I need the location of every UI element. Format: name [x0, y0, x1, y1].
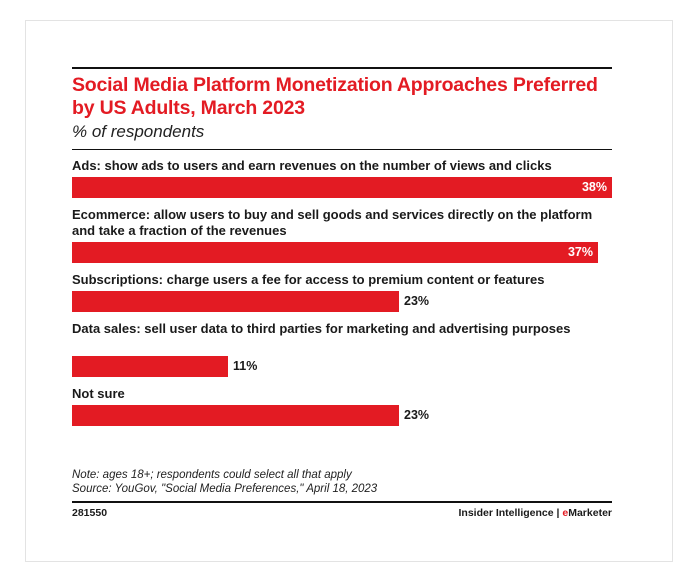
brand-suffix: Marketer	[568, 507, 612, 519]
category-label: Ads: show ads to users and earn revenues…	[72, 158, 552, 173]
chart-notes: Note: ages 18+; respondents could select…	[72, 469, 612, 496]
header-divider	[72, 149, 612, 150]
category-label: Data sales: sell user data to third part…	[72, 321, 571, 336]
top-rule	[72, 67, 612, 69]
bottom-rule	[72, 501, 612, 503]
chart-subtitle: % of respondents	[72, 122, 205, 141]
bar	[72, 356, 228, 377]
data-label: 37%	[567, 245, 593, 259]
chart-container: Social Media Platform Monetization Appro…	[72, 67, 612, 519]
chart-note: Note: ages 18+; respondents could select…	[72, 469, 352, 481]
category-label: Subscriptions: charge users a fee for ac…	[72, 272, 545, 287]
chart-card: Social Media Platform Monetization Appro…	[25, 20, 673, 562]
bar	[72, 177, 612, 198]
chart-source: Source: YouGov, "Social Media Preference…	[72, 482, 378, 495]
bar	[72, 405, 399, 426]
data-label: 23%	[404, 294, 430, 308]
category-label: Not sure	[72, 386, 125, 401]
data-label: 11%	[233, 359, 258, 373]
bar-chart: Ads: show ads to users and earn revenues…	[72, 150, 612, 443]
chart-title: Social Media Platform Monetization Appro…	[72, 74, 598, 119]
brand-logo: Insider Intelligence | eMarketer	[458, 507, 612, 519]
category-label: Ecommerce: allow users to buy and sell g…	[72, 207, 593, 238]
brand-accent: e	[562, 507, 569, 519]
brand-prefix: Insider Intelligence |	[458, 507, 563, 519]
chart-id: 281550	[72, 507, 108, 519]
data-label: 38%	[581, 180, 607, 194]
bar	[72, 291, 399, 312]
data-label: 23%	[404, 408, 430, 422]
bar	[72, 242, 598, 263]
